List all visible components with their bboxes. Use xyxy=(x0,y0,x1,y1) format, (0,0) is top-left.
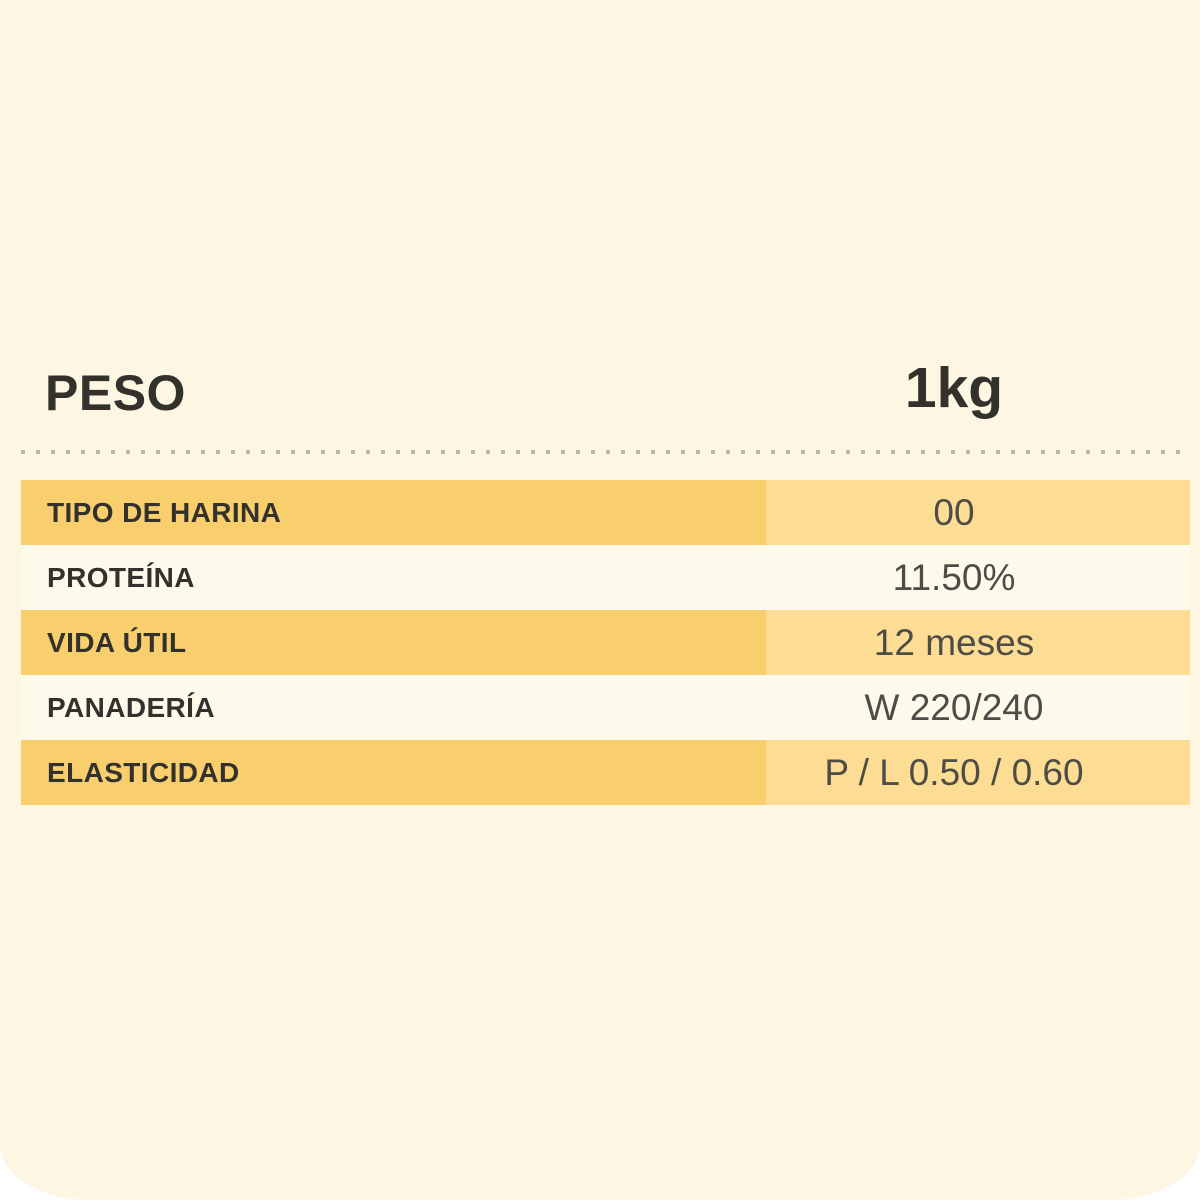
spec-label: TIPO DE HARINA xyxy=(21,480,766,545)
spec-label: ELASTICIDAD xyxy=(21,740,766,805)
table-row-tipo-de-harina: TIPO DE HARINA 00 xyxy=(21,480,1190,545)
spec-label: VIDA ÚTIL xyxy=(21,610,766,675)
table-row-panaderia: PANADERÍA W 220/240 xyxy=(21,675,1190,740)
table-row-proteina: PROTEÍNA 11.50% xyxy=(21,545,1190,610)
weight-label: PESO xyxy=(45,365,186,421)
spec-label: PROTEÍNA xyxy=(21,545,766,610)
weight-value: 1kg xyxy=(904,356,1004,420)
spec-value: 12 meses xyxy=(766,610,1190,675)
dotted-divider xyxy=(21,450,1191,454)
table-row-vida-util: VIDA ÚTIL 12 meses xyxy=(21,610,1190,675)
spec-label: PANADERÍA xyxy=(21,675,766,740)
table-row-elasticidad: ELASTICIDAD P / L 0.50 / 0.60 xyxy=(21,740,1190,805)
spec-value: 00 xyxy=(766,480,1190,545)
spec-value: W 220/240 xyxy=(766,675,1190,740)
spec-value: P / L 0.50 / 0.60 xyxy=(766,740,1190,805)
spec-value: 11.50% xyxy=(766,545,1190,610)
spec-table: TIPO DE HARINA 00 PROTEÍNA 11.50% VIDA Ú… xyxy=(21,480,1190,805)
